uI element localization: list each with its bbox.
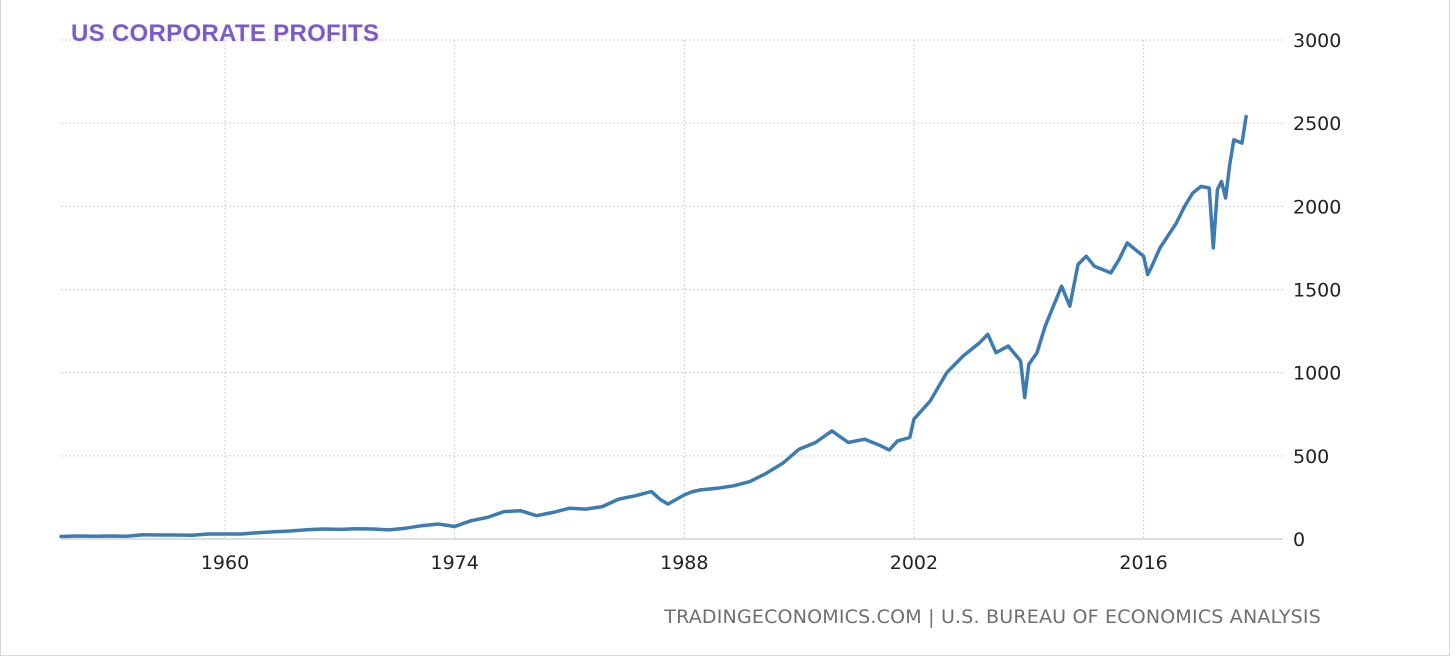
y-tick-label-3000: 3000 [1293, 30, 1341, 52]
y-tick-label-500: 500 [1293, 446, 1329, 468]
chart-frame: 0 500 1000 1500 2000 2500 3000 1960 1974 1988 2002… [0, 0, 1450, 656]
x-tick-label-2016: 2016 [1119, 552, 1167, 574]
y-tick-label-1000: 1000 [1293, 363, 1341, 385]
x-tick-label-1988: 1988 [660, 552, 708, 574]
x-tick-label-1960: 1960 [201, 552, 249, 574]
x-tick-label-2002: 2002 [890, 552, 938, 574]
y-tick-label-0: 0 [1293, 529, 1305, 551]
series-line-0 [59, 114, 1248, 539]
chart-title: US CORPORATE PROFITS [71, 20, 380, 47]
source-attribution: TRADINGECONOMICS.COM | U.S. BUREAU OF EC… [664, 606, 1321, 628]
y-tick-label-2500: 2500 [1293, 113, 1341, 135]
y-tick-label-2000: 2000 [1293, 196, 1341, 218]
y-tick-label-1500: 1500 [1293, 280, 1341, 302]
x-tick-label-1974: 1974 [430, 552, 478, 574]
chart-svg: 0 500 1000 1500 2000 2500 3000 1960 1974 1988 2002… [59, 30, 1341, 574]
